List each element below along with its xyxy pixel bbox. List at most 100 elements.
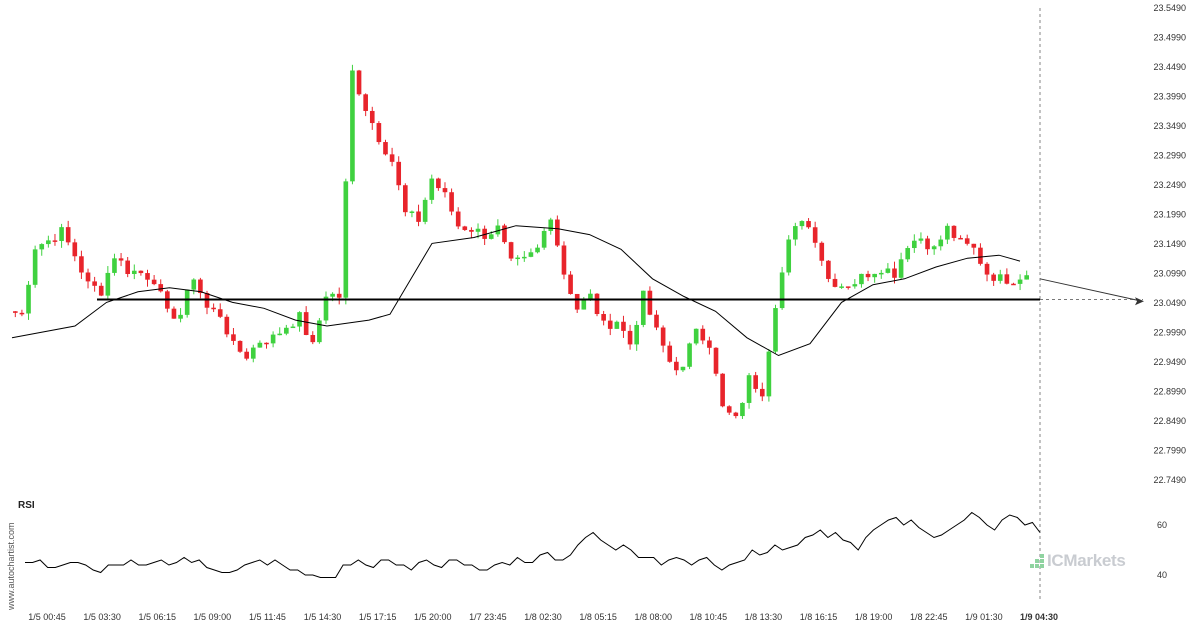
candle-down <box>455 211 461 227</box>
candle-up <box>766 351 772 397</box>
candle-down <box>138 270 144 274</box>
candle-up <box>931 246 937 250</box>
candle-down <box>363 94 368 111</box>
candle-down <box>555 219 560 246</box>
candle-up <box>799 221 805 227</box>
candle-up <box>297 312 302 327</box>
candle-down <box>442 188 448 193</box>
candle-down <box>125 260 130 274</box>
candle-down <box>667 345 673 362</box>
price-tick-label: 22.8990 <box>1153 387 1186 397</box>
candle-down <box>198 279 203 294</box>
candle-down <box>52 240 58 242</box>
candle-up <box>640 290 646 325</box>
candle-up <box>39 244 45 250</box>
candle-up <box>191 279 197 290</box>
candle-down <box>92 281 97 286</box>
time-tick-label: 1/5 17:15 <box>359 612 397 622</box>
rsi-line <box>25 511 1041 578</box>
candle-down <box>733 412 739 417</box>
candle-down <box>508 242 514 259</box>
brand-name: ICMarkets <box>1047 551 1126 570</box>
candle-up <box>112 258 117 273</box>
candle-down <box>568 274 573 294</box>
candle-up <box>878 272 884 275</box>
candle-down <box>964 238 970 244</box>
time-axis-labels: 1/5 00:45 1/5 03:30 1/5 06:15 1/5 09:00 1/5 … <box>28 612 1058 622</box>
candle-up <box>581 300 587 310</box>
candle-down <box>118 258 124 261</box>
candle-down <box>627 330 633 345</box>
candle-down <box>356 70 362 95</box>
candle-down <box>806 221 811 228</box>
brand-logo: ICMarkets <box>1030 551 1126 571</box>
candle-up <box>905 248 911 260</box>
candle-up <box>945 225 950 240</box>
candle-down <box>845 286 851 288</box>
time-tick-label: 1/5 09:00 <box>194 612 232 622</box>
candle-up <box>105 272 111 296</box>
watermark: www.autochartist.com <box>4 510 26 620</box>
price-tick-label: 23.2990 <box>1153 151 1186 161</box>
candle-up <box>270 334 276 344</box>
candle-down <box>621 321 626 331</box>
candle-down <box>462 226 468 230</box>
candle-down <box>713 347 719 374</box>
candle-down <box>759 388 765 397</box>
candle-down <box>978 247 983 264</box>
candle-down <box>958 237 963 240</box>
candle-down <box>984 263 990 275</box>
watermark-text: www.autochartist.com <box>6 522 16 610</box>
candle-down <box>403 185 408 213</box>
candle-down <box>396 161 402 186</box>
candle-down <box>158 284 164 292</box>
candle-down <box>819 242 825 261</box>
time-tick-label: 1/5 14:30 <box>304 612 342 622</box>
candle-up <box>634 324 639 345</box>
candle-up <box>746 375 752 403</box>
price-tick-label: 22.9490 <box>1153 357 1186 367</box>
candle-down <box>145 273 150 280</box>
candle-up <box>779 272 785 309</box>
candle-up <box>284 327 289 334</box>
candle-up <box>250 347 256 359</box>
indicator-lines <box>11 8 1144 600</box>
candle-down <box>79 256 84 273</box>
candle-down <box>601 314 606 321</box>
time-tick-label: 1/8 05:15 <box>579 612 617 622</box>
candle-down <box>561 245 567 275</box>
candle-down <box>971 243 977 248</box>
candle-down <box>991 274 996 281</box>
time-tick-label: 1/8 02:30 <box>524 612 562 622</box>
time-tick-label: 1/8 22:45 <box>910 612 948 622</box>
candle-up <box>859 273 864 285</box>
candle-up <box>872 273 877 278</box>
candle-up <box>178 314 183 319</box>
candle-up <box>548 219 554 231</box>
candle-down <box>720 373 725 407</box>
candle-down <box>660 327 666 346</box>
candle-up <box>693 328 699 344</box>
icmarkets-logo-icon <box>1030 554 1044 568</box>
candle-down <box>98 285 104 296</box>
candle-down <box>85 272 91 282</box>
candlestick-series <box>12 64 1030 419</box>
candle-down <box>865 273 871 278</box>
price-tick-label: 23.2490 <box>1153 180 1186 190</box>
candle-down <box>951 225 957 238</box>
candle-up <box>839 286 844 288</box>
price-tick-label: 23.5490 <box>1153 3 1186 13</box>
candle-down <box>674 361 679 371</box>
candle-up <box>257 342 263 348</box>
candle-up <box>343 181 349 298</box>
candle-down <box>647 290 653 315</box>
price-tick-label: 22.7490 <box>1153 475 1186 485</box>
candle-up <box>528 252 534 257</box>
price-tick-label: 23.4490 <box>1153 62 1186 72</box>
candle-down <box>264 342 269 345</box>
price-tick-label: 23.0990 <box>1153 269 1186 279</box>
candle-up <box>687 343 692 367</box>
candle-down <box>389 154 395 162</box>
candle-up <box>786 239 792 273</box>
